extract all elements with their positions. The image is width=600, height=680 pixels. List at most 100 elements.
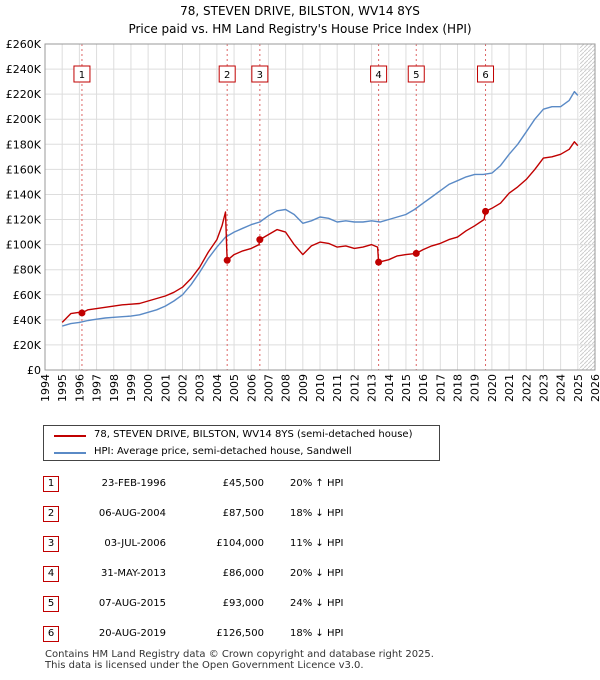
sale-number-badge: 1 <box>43 476 59 492</box>
sale-number-badge: 6 <box>43 626 59 642</box>
sale-hpi-diff: 11% ↓ HPI <box>290 538 344 549</box>
sale-date: 23-FEB-1996 <box>101 478 166 489</box>
series-line-hpi <box>62 90 579 327</box>
sale-number-label: 2 <box>224 70 230 81</box>
x-tick-label: 1996 <box>73 374 86 402</box>
x-tick-label: 2004 <box>211 374 224 402</box>
sale-number-box <box>477 65 495 83</box>
legend-label-property: 78, STEVEN DRIVE, BILSTON, WV14 8YS (sem… <box>94 429 413 440</box>
footer-copyright: Contains HM Land Registry data © Crown c… <box>45 649 434 660</box>
chart-title-line1: 78, STEVEN DRIVE, BILSTON, WV14 8YS <box>180 4 420 18</box>
y-tick-label: £80K <box>13 264 42 277</box>
legend-swatch-property <box>54 435 86 437</box>
y-tick-label: £240K <box>6 63 42 76</box>
sale-number-box <box>218 65 236 83</box>
sale-number-label: 3 <box>257 70 263 81</box>
sale-point <box>412 249 420 257</box>
sale-date: 03-JUL-2006 <box>104 538 166 549</box>
y-tick-label: £0 <box>27 364 41 377</box>
sale-price: £104,000 <box>216 538 264 549</box>
y-tick-label: £180K <box>6 138 42 151</box>
table-row: 2 06-AUG-2004 £87,500 18% ↓ HPI <box>0 498 600 528</box>
x-tick-label: 2014 <box>383 374 396 402</box>
sale-hpi-diff: 24% ↓ HPI <box>290 598 344 609</box>
x-tick-label: 2019 <box>469 374 482 402</box>
x-tick-label: 2024 <box>555 374 568 402</box>
x-tick-label: 2023 <box>537 374 550 402</box>
footer: Contains HM Land Registry data © Crown c… <box>45 649 434 671</box>
x-tick-label: 2013 <box>366 374 379 402</box>
x-tick-label: 2005 <box>228 374 241 402</box>
x-tick-label: 2010 <box>314 374 327 402</box>
y-tick-label: £200K <box>6 113 42 126</box>
sale-hpi-diff: 18% ↓ HPI <box>290 508 344 519</box>
sale-number-label: 5 <box>413 70 419 81</box>
chart-title-line2: Price paid vs. HM Land Registry's House … <box>128 22 472 36</box>
x-tick-label: 2026 <box>589 374 600 402</box>
sale-date: 20-AUG-2019 <box>98 628 166 639</box>
x-tick-label: 2011 <box>331 374 344 402</box>
x-tick-label: 2006 <box>245 374 258 402</box>
x-tick-label: 1994 <box>39 374 52 402</box>
x-tick-label: 1998 <box>108 374 121 402</box>
x-tick-label: 2012 <box>348 374 361 402</box>
x-tick-label: 2000 <box>142 374 155 402</box>
x-tick-label: 2007 <box>262 374 275 402</box>
y-tick-label: £60K <box>13 289 42 302</box>
x-tick-label: 2025 <box>572 374 585 402</box>
x-tick-label: 2002 <box>177 374 190 402</box>
sale-hpi-diff: 18% ↓ HPI <box>290 628 344 639</box>
table-row: 4 31-MAY-2013 £86,000 20% ↓ HPI <box>0 558 600 588</box>
y-tick-label: £140K <box>6 188 42 201</box>
sale-point <box>256 236 264 244</box>
table-row: 5 07-AUG-2015 £93,000 24% ↓ HPI <box>0 588 600 618</box>
sale-hpi-diff: 20% ↓ HPI <box>290 568 344 579</box>
legend-label-hpi: HPI: Average price, semi-detached house,… <box>94 446 352 457</box>
sale-number-badge: 4 <box>43 566 59 582</box>
sale-number-badge: 3 <box>43 536 59 552</box>
sale-number-label: 4 <box>375 70 381 81</box>
sale-price: £87,500 <box>222 508 264 519</box>
chart-title: 78, STEVEN DRIVE, BILSTON, WV14 8YS Pric… <box>0 2 600 38</box>
x-tick-label: 2017 <box>434 374 447 402</box>
sale-date: 06-AUG-2004 <box>98 508 166 519</box>
footer-licence: This data is licensed under the Open Gov… <box>45 660 364 671</box>
x-tick-label: 2003 <box>194 374 207 402</box>
sale-price: £126,500 <box>216 628 264 639</box>
legend-swatch-hpi <box>54 452 86 454</box>
y-tick-label: £100K <box>6 239 42 252</box>
x-tick-label: 2001 <box>159 374 172 402</box>
sale-number-badge: 2 <box>43 506 59 522</box>
x-tick-label: 2020 <box>486 374 499 402</box>
y-tick-label: £20K <box>13 339 42 352</box>
x-tick-label: 2021 <box>503 374 516 402</box>
x-tick-label: 2018 <box>452 374 465 402</box>
table-row: 1 23-FEB-1996 £45,500 20% ↑ HPI <box>0 468 600 498</box>
sale-number-box <box>73 65 91 83</box>
sale-number-box <box>370 65 388 83</box>
sale-number-label: 6 <box>482 70 488 81</box>
x-tick-label: 1999 <box>125 374 138 402</box>
series-line-property <box>61 141 579 323</box>
sale-hpi-diff: 20% ↑ HPI <box>290 478 344 489</box>
y-tick-label: £260K <box>6 38 42 51</box>
sale-date: 07-AUG-2015 <box>98 598 166 609</box>
legend: 78, STEVEN DRIVE, BILSTON, WV14 8YS (sem… <box>43 425 440 461</box>
y-tick-label: £120K <box>6 214 42 227</box>
x-tick-label: 1997 <box>91 374 104 402</box>
plot-border <box>44 43 596 371</box>
sale-number-label: 1 <box>79 70 85 81</box>
sale-point <box>78 309 86 317</box>
x-tick-label: 1995 <box>56 374 69 402</box>
x-tick-label: 2022 <box>520 374 533 402</box>
sale-price: £45,500 <box>222 478 264 489</box>
sale-price: £93,000 <box>222 598 264 609</box>
sale-date: 31-MAY-2013 <box>100 568 166 579</box>
y-tick-label: £40K <box>13 314 42 327</box>
forecast-hatch <box>579 44 595 370</box>
sale-point <box>482 207 490 215</box>
chart-area: 1 2 3 4 5 6 £0 £20K £40K £60K £80K £100K £120K £140K… <box>6 38 600 402</box>
x-tick-label: 2016 <box>417 374 430 402</box>
y-tick-label: £220K <box>6 88 42 101</box>
x-tick-label: 2008 <box>280 374 293 402</box>
